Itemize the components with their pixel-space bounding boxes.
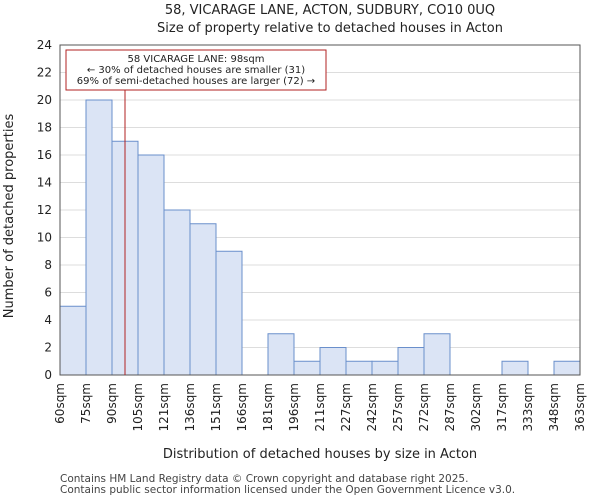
bar-317sqm	[501, 360, 529, 376]
footer-line-1: Contains HM Land Registry data © Crown c…	[60, 473, 469, 485]
annotation-box: 58 VICARAGE LANE: 98sqm ← 30% of detache…	[65, 49, 327, 91]
chart-title: 58, VICARAGE LANE, ACTON, SUDBURY, CO10 …	[165, 3, 495, 18]
y-tick-label: 24	[37, 38, 52, 52]
annotation-line-2: ← 30% of detached houses are smaller (31…	[87, 65, 305, 76]
bar-211sqm	[319, 347, 347, 376]
y-tick-label: 2	[44, 341, 52, 355]
x-tick-label: 60sqm	[53, 383, 67, 424]
x-tick-label: 302sqm	[469, 383, 483, 431]
y-tick-label: 14	[37, 176, 52, 190]
bar-60sqm	[59, 305, 87, 376]
y-tick-label: 12	[37, 203, 52, 217]
y-tick-label: 4	[44, 313, 52, 327]
x-tick-label: 196sqm	[287, 383, 301, 431]
y-axis-label: Number of detached properties	[2, 114, 17, 319]
x-tick-label: 105sqm	[131, 383, 145, 431]
x-tick-label: 151sqm	[209, 383, 223, 431]
y-tick-label: 16	[37, 148, 52, 162]
bar-242sqm	[371, 360, 399, 376]
x-tick-label: 75sqm	[79, 383, 93, 424]
bar-121sqm	[163, 209, 191, 376]
x-tick-label: 242sqm	[365, 383, 379, 431]
y-tick-label: 6	[44, 286, 52, 300]
x-tick-label: 136sqm	[183, 383, 197, 431]
plot-frame	[59, 44, 581, 376]
bar-151sqm	[215, 250, 243, 376]
annotation-line-3: 69% of semi-detached houses are larger (…	[77, 76, 315, 87]
x-tick-label: 227sqm	[339, 383, 353, 431]
bar-75sqm	[85, 99, 113, 376]
x-tick-label: 166sqm	[235, 383, 249, 431]
x-tick-label: 363sqm	[573, 383, 587, 431]
x-tick-label: 211sqm	[313, 383, 327, 431]
x-tick-label: 348sqm	[547, 383, 561, 431]
x-tick-label: 181sqm	[261, 383, 275, 431]
footer-line-2: Contains public sector information licen…	[60, 484, 516, 496]
annotation-line-1: 58 VICARAGE LANE: 98sqm	[128, 54, 265, 65]
x-tick-label: 317sqm	[495, 383, 509, 431]
chart-subtitle: Size of property relative to detached ho…	[157, 21, 503, 36]
x-tick-labels: 60sqm 75sqm 90sqm 105sqm 121sqm 136sqm 151sqm 1…	[53, 383, 587, 431]
y-tick-label: 0	[44, 368, 52, 382]
y-tick-label: 22	[37, 66, 52, 80]
x-tick-label: 257sqm	[391, 383, 405, 431]
bar-136sqm	[189, 223, 217, 376]
y-tick-label: 20	[37, 93, 52, 107]
bar-196sqm	[293, 360, 321, 376]
x-tick-label: 333sqm	[521, 383, 535, 431]
y-tick-label: 8	[44, 258, 52, 272]
bar-272sqm	[423, 333, 451, 376]
bar-348sqm	[553, 360, 581, 376]
y-tick-label: 10	[37, 231, 52, 245]
x-tick-label: 287sqm	[443, 383, 457, 431]
x-axis-label: Distribution of detached houses by size …	[163, 447, 477, 462]
bar-227sqm	[345, 360, 373, 376]
annotation-frame	[65, 49, 327, 91]
x-tick-label: 121sqm	[157, 383, 171, 431]
bar-257sqm	[397, 347, 425, 376]
bar-105sqm	[137, 154, 165, 376]
bar-181sqm	[267, 333, 295, 376]
x-tick-label: 90sqm	[105, 383, 119, 424]
y-tick-label: 18	[37, 121, 52, 135]
x-tick-label: 272sqm	[417, 383, 431, 431]
